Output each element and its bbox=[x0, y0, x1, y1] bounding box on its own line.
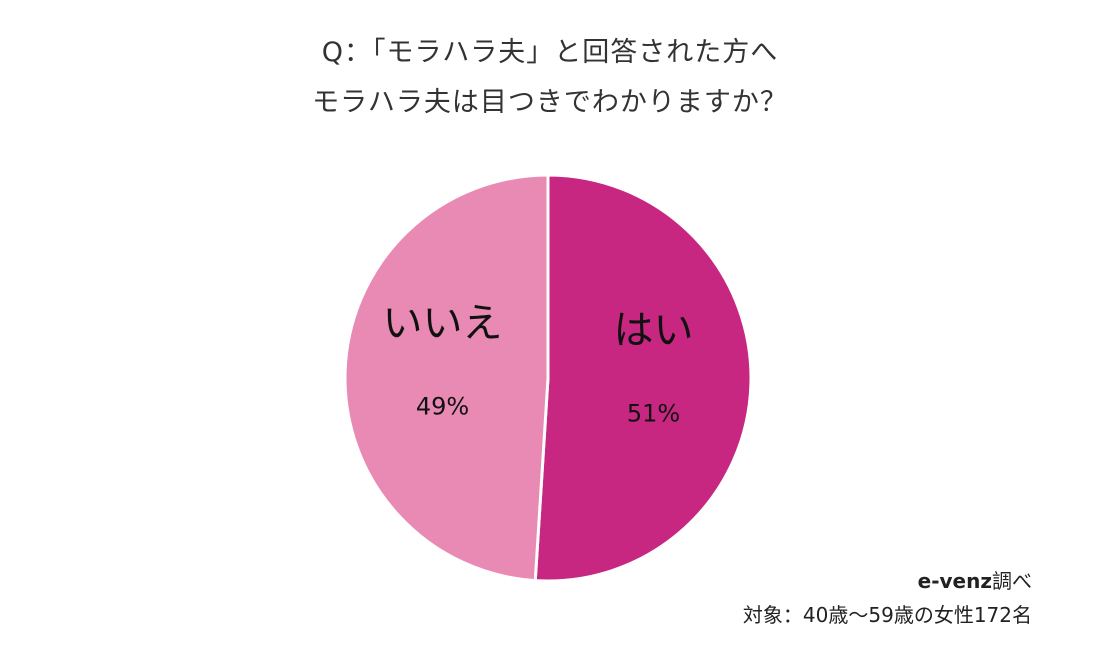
source-note: e-venz調べ 対象：40歳〜59歳の女性172名 bbox=[743, 564, 1032, 632]
survey-credit: e-venz調べ bbox=[743, 564, 1032, 598]
title-line-2: モラハラ夫は目つきでわかりますか？ bbox=[312, 87, 788, 118]
slice-label-0: はい bbox=[614, 307, 694, 353]
slice-percent-0: 51% bbox=[627, 399, 680, 427]
pie-slice-1 bbox=[343, 173, 550, 583]
slice-label-1: いいえ bbox=[382, 301, 502, 347]
pie-slice-0 bbox=[533, 173, 753, 583]
credit-brand: e-venz bbox=[917, 569, 992, 593]
chart-title: Q：「モラハラ夫」と回答された方へ モラハラ夫は目つきでわかりますか？ bbox=[0, 28, 1100, 128]
slice-percent-1: 49% bbox=[416, 393, 469, 421]
survey-subjects: 対象：40歳〜59歳の女性172名 bbox=[742, 603, 1032, 627]
title-line-1: Q：「モラハラ夫」と回答された方へ bbox=[321, 37, 779, 68]
credit-suffix: 調べ bbox=[992, 569, 1032, 593]
